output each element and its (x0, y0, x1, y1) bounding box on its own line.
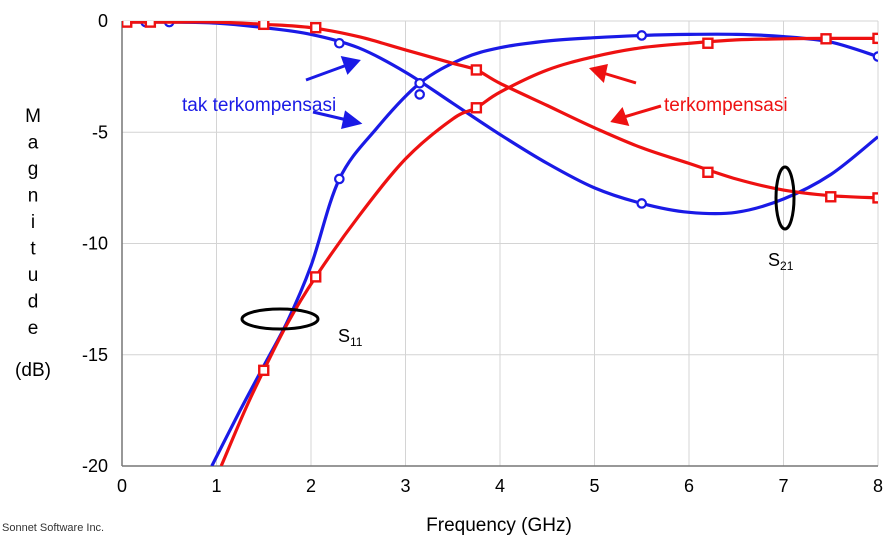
y-axis-title-letter: e (28, 318, 39, 339)
plot-frame (121, 21, 878, 467)
x-tick-label: 6 (684, 476, 694, 496)
compensated-s11-point (820, 33, 832, 45)
compensated-s21-point (144, 21, 157, 28)
uncompensated-label: tak terkompensasi (182, 95, 336, 116)
s11-label: S11 (338, 326, 363, 349)
y-axis-title-letter: n (28, 186, 39, 207)
uncompensated-s11-point (334, 173, 345, 185)
uncompensated-arrows (305, 56, 363, 130)
compensated-s21-point (702, 166, 714, 179)
compensated-s11-point (702, 37, 714, 49)
x-tick-label: 8 (873, 476, 883, 496)
y-tick-label: -20 (82, 456, 108, 476)
y-axis-title-letter: d (28, 292, 39, 313)
compensated-s21-point (122, 21, 133, 28)
tick-labels: 0 1 2 3 4 5 6 7 8 0 -5 -10 -15 -20 (82, 11, 883, 496)
uncompensated-arrow-upper (305, 63, 348, 82)
compensated-s11-point (310, 271, 322, 283)
y-axis-title-letter: u (28, 265, 39, 286)
y-tick-label: -5 (92, 122, 108, 142)
y-axis-title-letter: g (28, 159, 39, 180)
compensated-arrow-upper (602, 71, 637, 85)
y-tick-label: -10 (82, 234, 108, 254)
x-tick-label: 2 (306, 476, 316, 496)
y-axis-title-letter: t (30, 239, 36, 260)
compensated-s11-point (258, 364, 270, 377)
compensated-s11-point (470, 102, 483, 114)
uncompensated-s11-point (414, 78, 425, 89)
uncompensated-s21-line (122, 21, 878, 216)
s21-label: S21 (768, 250, 794, 273)
credit-text: Sonnet Software Inc. (2, 522, 104, 534)
y-axis-title-letter: a (28, 133, 39, 154)
x-tick-label: 7 (778, 476, 788, 496)
x-axis-title: Frequency (GHz) (426, 515, 572, 536)
s11-marker-ellipse (240, 307, 320, 331)
y-axis-title-letter: M (25, 106, 41, 127)
uncompensated-s21-point (414, 89, 425, 100)
uncompensated-arrow-lower (312, 110, 348, 122)
x-tick-label: 3 (400, 476, 410, 496)
compensated-s21-point (258, 21, 270, 31)
grid (121, 20, 879, 467)
y-tick-label: 0 (98, 11, 108, 31)
compensated-s21-point (470, 64, 483, 76)
compensated-label: terkompensasi (664, 95, 788, 116)
x-tick-label: 5 (589, 476, 599, 496)
compensated-s21-point (310, 21, 322, 34)
uncompensated-arrowhead-upper (340, 56, 361, 75)
compensated-arrowhead-lower (610, 106, 630, 127)
series-layer (122, 21, 878, 466)
uncompensated-s21-point (636, 198, 648, 209)
compensated-s11-line (219, 36, 878, 466)
uncompensated-arrowhead-lower (341, 110, 363, 130)
y-axis-title-letter: i (31, 212, 35, 233)
compensated-s21-point (825, 191, 837, 203)
compensated-s11-point (872, 32, 878, 45)
compensated-arrowhead-upper (588, 64, 608, 84)
s21-marker-ellipse (774, 165, 796, 231)
uncompensated-s11-point (636, 30, 648, 41)
x-tick-label: 4 (495, 476, 505, 496)
y-axis-unit: (dB) (15, 360, 51, 381)
compensated-arrows (588, 64, 662, 127)
x-tick-label: 1 (211, 476, 221, 496)
uncompensated-s11-point (872, 51, 878, 62)
compensated-arrow-lower (623, 104, 662, 119)
x-tick-label: 0 (117, 476, 127, 496)
y-tick-label: -15 (82, 345, 108, 365)
series-clip-group (122, 21, 878, 466)
uncompensated-s21-point (334, 37, 345, 49)
compensated-s21-point (872, 192, 878, 204)
